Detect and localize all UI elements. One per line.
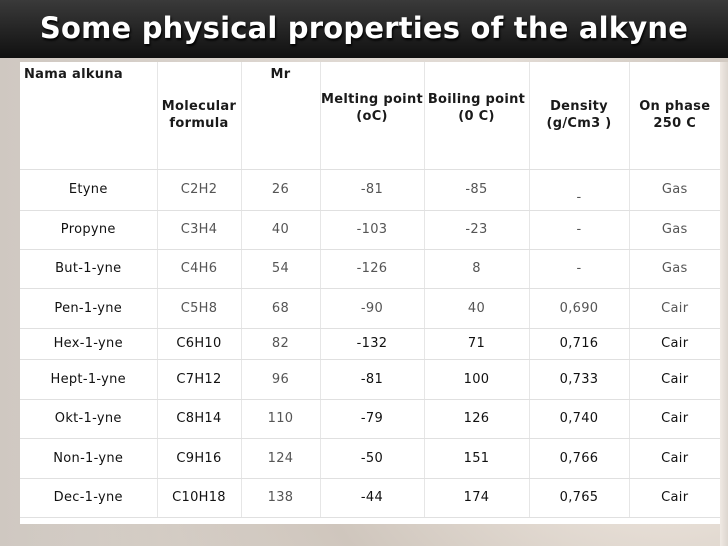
cell-formula: C10H18 <box>157 478 242 518</box>
cell-mr: 26 <box>241 169 321 211</box>
cell-name: Propyne <box>20 210 158 250</box>
cell-name: Dec-1-yne <box>20 478 158 518</box>
cell-phase: Gas <box>629 210 720 250</box>
cell-density: 0,765 <box>529 478 630 518</box>
alkyne-table: Nama alkuna Molecular formula Mr Melting… <box>20 62 720 518</box>
cell-density: 0,716 <box>529 328 630 360</box>
cell-boiling: -23 <box>424 210 530 250</box>
cell-mr: 40 <box>241 210 321 250</box>
cell-phase: Cair <box>629 288 720 329</box>
table-header-row: Nama alkuna Molecular formula Mr Melting… <box>20 62 720 170</box>
cell-density: 0,733 <box>529 359 630 400</box>
cell-mr: 96 <box>241 359 321 400</box>
cell-melting: -126 <box>320 249 425 289</box>
cell-density: 0,740 <box>529 399 630 439</box>
cell-melting: -79 <box>320 399 425 439</box>
cell-mr: 54 <box>241 249 321 289</box>
cell-name: Hept-1-yne <box>20 359 158 400</box>
cell-mr: 124 <box>241 438 321 479</box>
cell-melting: -132 <box>320 328 425 360</box>
cell-mr: 138 <box>241 478 321 518</box>
table-row: Pen-1-yne C5H8 68 -90 40 0,690 Cair <box>20 288 720 329</box>
cell-name: Hex-1-yne <box>20 328 158 360</box>
cell-formula: C8H14 <box>157 399 242 439</box>
cell-phase: Cair <box>629 359 720 400</box>
header-density: Density (g/Cm3 ) <box>529 62 630 170</box>
cell-boiling: 126 <box>424 399 530 439</box>
cell-phase: Cair <box>629 399 720 439</box>
cell-phase: Gas <box>629 249 720 289</box>
cell-formula: C3H4 <box>157 210 242 250</box>
cell-mr: 110 <box>241 399 321 439</box>
header-name: Nama alkuna <box>20 62 158 170</box>
cell-formula: C2H2 <box>157 169 242 211</box>
cell-density: - <box>529 169 630 211</box>
cell-density: - <box>529 249 630 289</box>
cell-phase: Gas <box>629 169 720 211</box>
cell-density-value: - <box>576 190 582 205</box>
cell-boiling: 151 <box>424 438 530 479</box>
cell-boiling: 40 <box>424 288 530 329</box>
table-row: Hex-1-yne C6H10 82 -132 71 0,716 Cair <box>20 328 720 360</box>
table-row: Etyne C2H2 26 -81 -85 - Gas <box>20 169 720 211</box>
cell-name: But-1-yne <box>20 249 158 289</box>
cell-mr: 82 <box>241 328 321 360</box>
cell-melting: -81 <box>320 359 425 400</box>
cell-mr: 68 <box>241 288 321 329</box>
cell-formula: C6H10 <box>157 328 242 360</box>
table-row: Dec-1-yne C10H18 138 -44 174 0,765 Cair <box>20 478 720 518</box>
properties-table: Nama alkuna Molecular formula Mr Melting… <box>20 62 720 524</box>
cell-phase: Cair <box>629 328 720 360</box>
cell-melting: -50 <box>320 438 425 479</box>
table-row: Hept-1-yne C7H12 96 -81 100 0,733 Cair <box>20 359 720 400</box>
cell-name: Non-1-yne <box>20 438 158 479</box>
table-row: Propyne C3H4 40 -103 -23- Gas <box>20 210 720 250</box>
slide-title: Some physical properties of the alkyne <box>39 11 689 45</box>
table-row: But-1-yne C4H6 54 -126 8- Gas <box>20 249 720 289</box>
cell-name: Okt-1-yne <box>20 399 158 439</box>
cell-boiling: 174 <box>424 478 530 518</box>
cell-density: 0,766 <box>529 438 630 479</box>
header-melting: Melting point (oC) <box>320 62 425 170</box>
cell-formula: C7H12 <box>157 359 242 400</box>
cell-melting: -90 <box>320 288 425 329</box>
cell-melting: -44 <box>320 478 425 518</box>
header-phase: On phase 250 C <box>629 62 720 170</box>
table-row: Non-1-yne C9H16 124 -50 151 0,766 Cair <box>20 438 720 479</box>
cell-boiling: 8 <box>424 249 530 289</box>
cell-melting: -81 <box>320 169 425 211</box>
header-boiling: Boiling point (0 C) <box>424 62 530 170</box>
header-formula: Molecular formula <box>157 62 242 170</box>
table-row: Okt-1-yne C8H14 110 -79 126 0,740 Cair <box>20 399 720 439</box>
title-bar: Some physical properties of the alkyne <box>0 0 728 58</box>
cell-boiling: -85 <box>424 169 530 211</box>
background-edge <box>720 62 728 546</box>
cell-boiling: 71 <box>424 328 530 360</box>
cell-formula: C9H16 <box>157 438 242 479</box>
cell-phase: Cair <box>629 438 720 479</box>
cell-formula: C5H8 <box>157 288 242 329</box>
cell-formula: C4H6 <box>157 249 242 289</box>
cell-boiling: 100 <box>424 359 530 400</box>
cell-name: Pen-1-yne <box>20 288 158 329</box>
cell-name: Etyne <box>20 169 158 211</box>
header-mr: Mr <box>241 62 321 170</box>
cell-density: 0,690 <box>529 288 630 329</box>
cell-phase: Cair <box>629 478 720 518</box>
cell-density: - <box>529 210 630 250</box>
cell-melting: -103 <box>320 210 425 250</box>
